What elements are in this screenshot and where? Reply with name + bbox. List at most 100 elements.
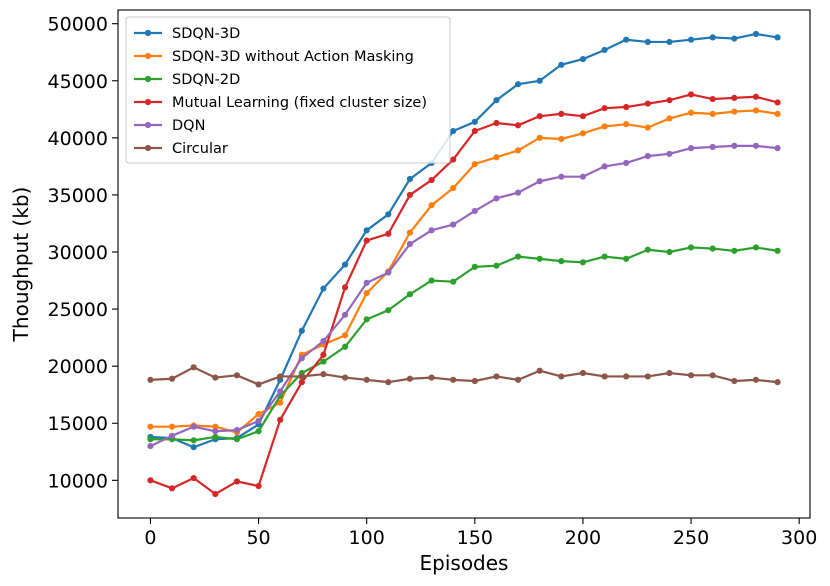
y-tick-label: 50000 — [48, 14, 108, 36]
data-point — [752, 376, 760, 383]
legend-label: DQN — [172, 118, 205, 134]
data-point — [623, 373, 630, 380]
y-tick-label: 10000 — [48, 470, 108, 492]
data-point — [666, 97, 673, 104]
data-point — [579, 173, 587, 180]
data-point — [168, 485, 176, 492]
data-point — [514, 147, 522, 154]
data-point — [687, 109, 695, 116]
data-point — [623, 255, 630, 262]
data-point — [579, 55, 587, 63]
data-point — [450, 376, 457, 383]
data-point — [341, 284, 349, 291]
data-point — [450, 156, 457, 163]
data-point — [666, 150, 673, 157]
data-point — [428, 374, 435, 381]
data-point — [731, 108, 738, 115]
x-tick-label: 50 — [246, 527, 270, 549]
data-point — [601, 105, 608, 112]
data-point — [644, 100, 651, 107]
data-point — [536, 113, 543, 120]
data-point — [385, 211, 392, 218]
legend-item: SDQN-2D — [134, 72, 240, 88]
data-point — [514, 122, 522, 129]
data-point — [493, 154, 500, 161]
data-point — [471, 263, 478, 270]
data-point — [320, 337, 327, 345]
data-point — [709, 110, 716, 117]
legend-item: Circular — [134, 141, 228, 157]
data-point — [212, 490, 219, 498]
data-point — [212, 433, 219, 441]
data-point — [644, 373, 651, 380]
data-point — [471, 207, 478, 215]
data-point — [406, 191, 414, 199]
data-point — [147, 436, 154, 443]
data-point — [709, 95, 716, 103]
data-point — [190, 474, 197, 482]
data-point — [471, 161, 478, 168]
plot-frame — [117, 9, 811, 519]
data-point — [731, 94, 738, 101]
series-5 — [147, 142, 781, 450]
data-point — [731, 142, 738, 149]
data-point — [233, 478, 241, 485]
data-point — [147, 477, 154, 484]
data-point — [623, 36, 630, 43]
data-point — [536, 255, 543, 262]
data-point — [731, 35, 738, 42]
data-point — [233, 427, 241, 434]
y-tick-label: 45000 — [48, 71, 108, 93]
data-point — [406, 229, 414, 236]
data-point — [774, 247, 781, 254]
data-point — [774, 145, 781, 152]
x-tick-label: 150 — [457, 527, 493, 549]
legend-label: Circular — [172, 141, 228, 157]
data-point — [385, 379, 392, 386]
data-point — [255, 417, 262, 425]
data-point — [428, 176, 435, 184]
data-point — [320, 285, 327, 292]
data-point — [255, 482, 262, 490]
data-point — [233, 436, 241, 443]
data-point — [752, 30, 760, 38]
axes: 0 50 100 150 200 250 300 10000 15000 20000 25000 30… — [48, 9, 817, 549]
data-point — [255, 411, 262, 418]
data-point — [450, 278, 457, 285]
series-line — [150, 366, 778, 386]
data-point — [363, 290, 370, 297]
data-point — [385, 230, 392, 237]
legend-label: SDQN-3D without Action Masking — [172, 49, 414, 65]
data-point — [579, 130, 587, 137]
data-point — [644, 124, 651, 131]
data-point — [558, 110, 565, 117]
data-point — [623, 103, 630, 111]
legend-marker — [144, 29, 152, 37]
data-point — [731, 377, 738, 385]
data-point — [601, 123, 608, 130]
data-point — [212, 374, 219, 381]
series-line — [149, 144, 778, 448]
data-point — [493, 195, 500, 202]
y-tick-label: 40000 — [48, 128, 108, 150]
data-point — [579, 259, 587, 266]
legend-label: Mutual Learning (fixed cluster size) — [172, 95, 427, 111]
data-point — [277, 388, 284, 395]
data-point — [666, 248, 673, 256]
series-line — [150, 246, 778, 442]
data-point — [623, 159, 630, 167]
data-point — [190, 437, 197, 444]
legend-item: Mutual Learning (fixed cluster size) — [134, 95, 427, 111]
data-point — [212, 428, 219, 435]
data-point — [277, 373, 284, 380]
data-point — [536, 77, 543, 84]
data-point — [320, 371, 327, 378]
legend: SDQN-3D SDQN-3D without Action Masking SDQ… — [125, 16, 451, 164]
data-point — [168, 423, 176, 430]
data-point — [320, 358, 327, 365]
series-line — [150, 93, 778, 496]
legend-label: SDQN-3D — [172, 26, 240, 42]
data-point — [752, 93, 760, 100]
data-point — [341, 343, 349, 350]
data-point — [687, 244, 695, 251]
